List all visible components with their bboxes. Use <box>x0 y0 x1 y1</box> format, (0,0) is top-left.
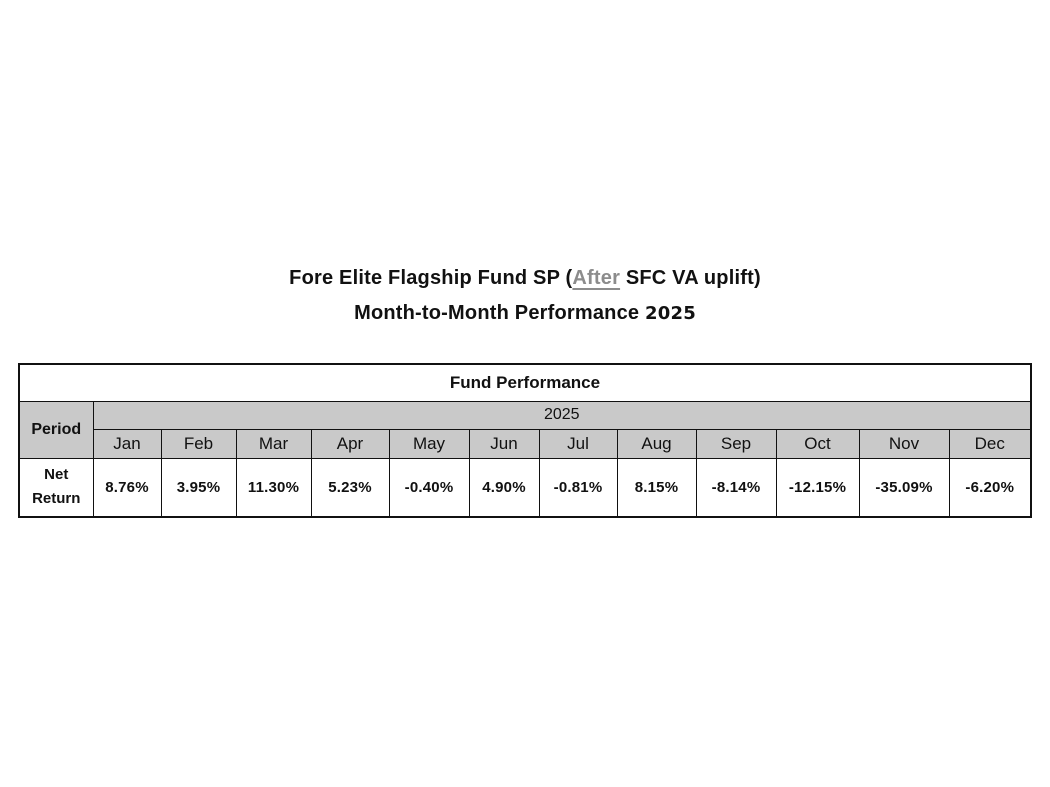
month-header: Jul <box>538 428 618 459</box>
fund-performance-table: Fund Performance Period 2025 Jan Feb Mar… <box>18 363 1032 518</box>
return-value: -6.20% <box>948 457 1032 518</box>
return-value: 8.15% <box>616 457 697 518</box>
month-header: Oct <box>775 428 860 459</box>
year-header: 2025 <box>92 400 1032 430</box>
net-return-label: Net Return <box>18 457 94 518</box>
return-value: -0.81% <box>538 457 618 518</box>
month-header: May <box>388 428 470 459</box>
fund-title-suffix: SFC VA uplift) <box>620 267 761 289</box>
return-value: 3.95% <box>160 457 237 518</box>
fund-title-prefix: Fore Elite Flagship Fund SP ( <box>289 267 573 289</box>
month-header: Sep <box>695 428 777 459</box>
period-header: Period <box>18 400 94 459</box>
return-value: -12.15% <box>775 457 860 518</box>
return-value: 8.76% <box>92 457 162 518</box>
return-value: 11.30% <box>235 457 312 518</box>
subtitle-year: 2025 <box>645 303 696 324</box>
month-header: Jun <box>468 428 540 459</box>
fund-title-highlight-after: After <box>572 267 621 289</box>
month-header: Apr <box>310 428 390 459</box>
month-header: Feb <box>160 428 237 459</box>
month-header: Nov <box>858 428 950 459</box>
month-header: Mar <box>235 428 312 459</box>
month-header: Jan <box>92 428 162 459</box>
return-value: 5.23% <box>310 457 390 518</box>
fund-title: Fore Elite Flagship Fund SP (After SFC V… <box>0 265 1050 291</box>
return-value: -0.40% <box>388 457 470 518</box>
return-value: -35.09% <box>858 457 950 518</box>
month-header: Dec <box>948 428 1032 459</box>
return-value: -8.14% <box>695 457 777 518</box>
table-title: Fund Performance <box>18 363 1032 402</box>
return-value: 4.90% <box>468 457 540 518</box>
title-block: Fore Elite Flagship Fund SP (After SFC V… <box>0 265 1050 327</box>
subtitle: Month-to-Month Performance 2025 <box>0 300 1050 327</box>
month-header: Aug <box>616 428 697 459</box>
subtitle-text: Month-to-Month Performance <box>354 302 640 324</box>
